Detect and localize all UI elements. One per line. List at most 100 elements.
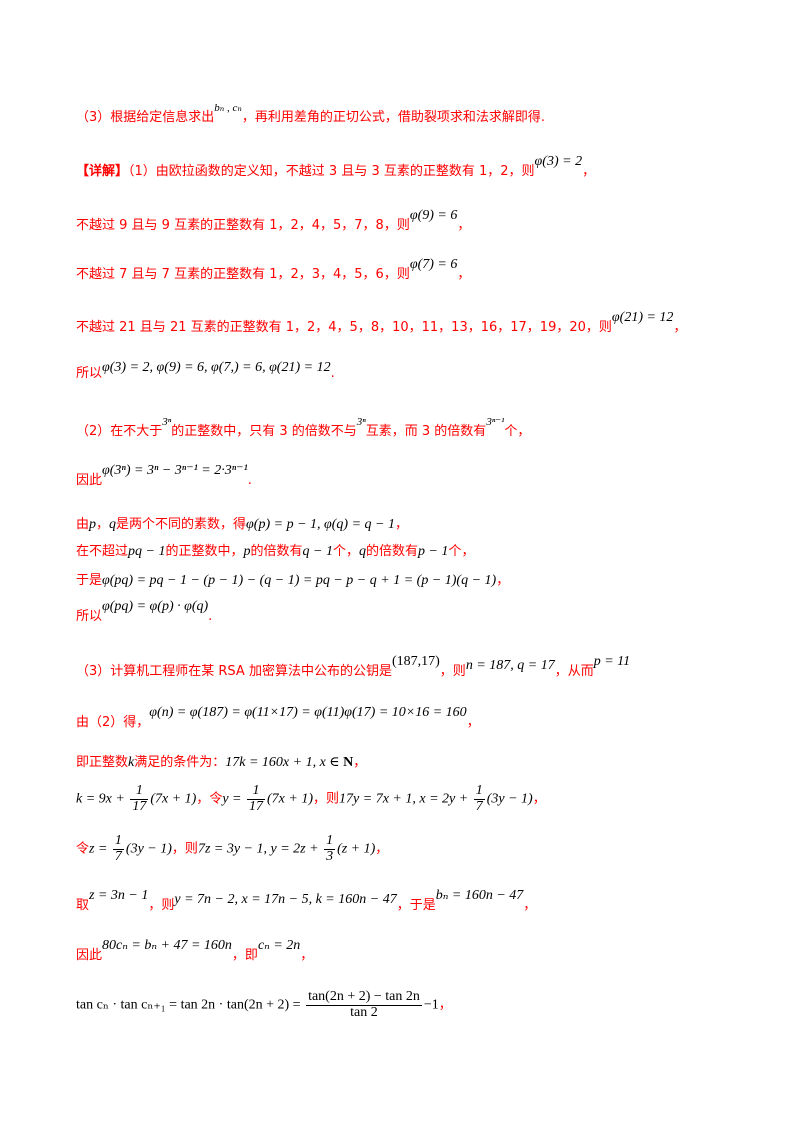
text: ， [496,573,510,588]
text: （1）由欧拉函数的定义知，不越过 3 且与 3 互素的正整数有 1，2，则 [128,164,535,179]
denominator: 7 [475,798,483,814]
numerator: tan(2n + 2) − tan 2n [306,989,422,1006]
math-q-1: q − 1 [302,544,333,559]
text: 是两个不同的素数，得 [116,517,247,532]
text: ， [673,320,687,335]
math-3n-1: 3ⁿ⁻¹ [486,416,505,428]
math-bn-cn: bₙ , cₙ [214,102,242,114]
line-phi21: 不越过 21 且与 21 互素的正整数有 1，2，4，5，8，10，11，13，… [76,310,687,336]
denominator: 17 [132,798,147,814]
math-p-11: p = 11 [593,654,631,669]
math-z-eq: z = [89,841,111,857]
text: ， [466,715,480,730]
math-7z-tail: (z + 1) [337,841,376,857]
text: 个， [448,544,475,559]
text: 个， [504,424,531,439]
text: 在不超过 [76,544,129,559]
text: ， [532,791,546,807]
text: 于是 [76,573,103,588]
denominator: 3 [326,848,334,864]
math-p-1: p − 1 [417,544,449,559]
math-phi-n: φ(n) = φ(187) = φ(11×17) = φ(11)φ(17) = … [149,705,467,720]
math-phi7: φ(7) = 6 [409,257,458,272]
text: 因此 [76,948,103,963]
text: 取 [76,898,90,913]
detail-tag: 【详解】 [76,164,129,179]
line-summary-2: 所以φ(pq) = φ(p) · φ(q). [76,599,212,625]
numerator: 1 [112,833,124,850]
line-phi-3n: 因此φ(3ⁿ) = 3ⁿ − 3ⁿ⁻¹ = 2·3ⁿ⁻¹. [76,463,252,489]
text: 满足的条件为： [134,755,226,770]
numerator: 1 [324,833,336,850]
line-k-formula: k = 9x + 1 17 (7x + 1)，令y = 1 17 (7x + 1)，则1… [76,783,546,814]
numerator: 1 [130,783,149,800]
math-y-eq: y = [222,791,246,807]
math-pq-1: pq − 1 [128,544,166,559]
math-q: q [109,517,117,532]
fraction: 1 17 [247,783,266,814]
math-n-q: n = 187, q = 17 [465,658,555,673]
math-x-eq: 17y = 7x + 1, x = 2y + [339,791,472,807]
math-z-choice: z = 3n − 1 [89,888,149,903]
denominator: tan 2 [350,1004,378,1020]
line-tan: tan cₙ · tan cₙ₊₁ = tan 2n · tan(2n + 2)… [76,989,452,1020]
math-p: p [243,544,251,559]
numerator: 1 [473,783,485,800]
line-cn: 因此80cₙ = bₙ + 47 = 160n，即cₙ = 2n， [76,938,313,964]
math-y-x-k: y = 7n − 2, x = 17n − 5, k = 160n − 47 [174,892,397,907]
line-primes: 由p，q是两个不同的素数，得φ(p) = p − 1, φ(q) = q − 1… [76,513,408,533]
text: 不越过 9 且与 9 互素的正整数有 1，2，4，5，7，8，则 [76,218,410,233]
line-phi-n: 由（2）得，φ(n) = φ(187) = φ(11×17) = φ(11)φ(… [76,705,480,731]
text: ， [457,267,471,282]
math-cn: cₙ = 2n [257,938,301,953]
math-set-n: N [343,755,354,770]
text: ， [375,841,389,857]
text: 令 [76,841,90,857]
text: . [330,366,335,381]
line-detail-1: 【详解】（1）由欧拉函数的定义知，不越过 3 且与 3 互素的正整数有 1，2，… [76,154,596,180]
math-7z-eq: 7z = 3y − 1, y = 2z + [197,841,323,857]
text: ，从而 [554,664,594,679]
math-80cn: 80cₙ = bₙ + 47 = 160n [102,938,232,953]
math-k: k [128,755,135,770]
text: ，则 [439,664,466,679]
text: 即正整数 [76,755,129,770]
math-congruence: 17k = 160x + 1, x ∈ [225,755,344,770]
math-bn: bₙ = 160n − 47 [435,888,524,903]
line-multiples: 在不超过pq − 1的正整数中，p的倍数有q − 1个，q的倍数有p − 1个， [76,540,474,560]
denominator: 17 [249,798,264,814]
math-minus-one: −1 [423,997,439,1013]
numerator: 1 [247,783,266,800]
fraction: 1 17 [130,783,149,814]
text: 的正整数中， [165,544,244,559]
text: 不越过 21 且与 21 互素的正整数有 1，2，4，5，8，10，11，13，… [76,320,612,335]
text: . [247,473,252,488]
math-p: p [89,517,97,532]
math-phi-pq-product: φ(pq) = φ(p) · φ(q) [102,599,209,614]
text: 的正整数中，只有 3 的倍数不与 [171,424,357,439]
math-phi9: φ(9) = 6 [409,208,458,223]
text: ， [438,997,452,1013]
math-phi21: φ(21) = 12 [611,310,674,325]
text: （2）在不大于 [76,424,163,439]
math-phi-p-q: φ(p) = p − 1, φ(q) = q − 1 [246,517,395,532]
text: ， [457,218,471,233]
math-tan-product: tan cₙ · tan cₙ₊₁ = tan 2n · tan(2n + 2)… [76,997,305,1013]
text: 的倍数有 [365,544,418,559]
line-part-3: （3）计算机工程师在某 RSA 加密算法中公布的公钥是(187,17)，则n =… [76,654,630,680]
denominator: 7 [114,848,122,864]
math-3n: 3ⁿ [356,416,366,428]
fraction: tan(2n + 2) − tan 2n tan 2 [306,989,422,1020]
text: （3）计算机工程师在某 RSA 加密算法中公布的公钥是 [76,664,392,679]
text: ，则 [313,791,340,807]
text: ， [582,164,596,179]
line-phi-pq: 于是φ(pq) = pq − 1 − (p − 1) − (q − 1) = p… [76,569,509,589]
text: ，再利用差角的正切公式，借助裂项求和法求解即得. [241,110,545,125]
text: 由（2）得， [76,715,150,730]
text: ，于是 [396,898,436,913]
math-k-tail: (7x + 1) [150,791,197,807]
line-condition: 即正整数k满足的条件为：17k = 160x + 1, x ∈ N， [76,751,366,771]
line-summary-1: 所以φ(3) = 2, φ(9) = 6, φ(7,) = 6, φ(21) =… [76,360,335,382]
line-z-formula: 令z = 1 7 (3y − 1)，则7z = 3y − 1, y = 2z + 1… [76,833,389,864]
